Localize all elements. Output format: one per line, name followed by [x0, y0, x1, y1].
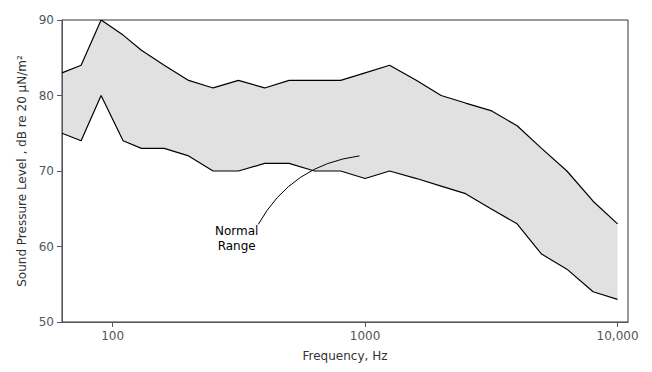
svg-text:50: 50 [39, 315, 54, 329]
svg-text:100: 100 [101, 329, 124, 343]
svg-text:Frequency, Hz: Frequency, Hz [303, 349, 388, 363]
svg-text:1000: 1000 [350, 329, 381, 343]
svg-text:70: 70 [39, 164, 54, 178]
svg-text:80: 80 [39, 89, 54, 103]
svg-text:60: 60 [39, 240, 54, 254]
svg-text:Sound Pressure Level , dB re 2: Sound Pressure Level , dB re 20 μN/m² [15, 55, 29, 287]
svg-text:10,000: 10,000 [597, 329, 639, 343]
svg-text:Normal: Normal [215, 224, 258, 238]
svg-text:Range: Range [218, 239, 256, 253]
svg-text:90: 90 [39, 13, 54, 27]
